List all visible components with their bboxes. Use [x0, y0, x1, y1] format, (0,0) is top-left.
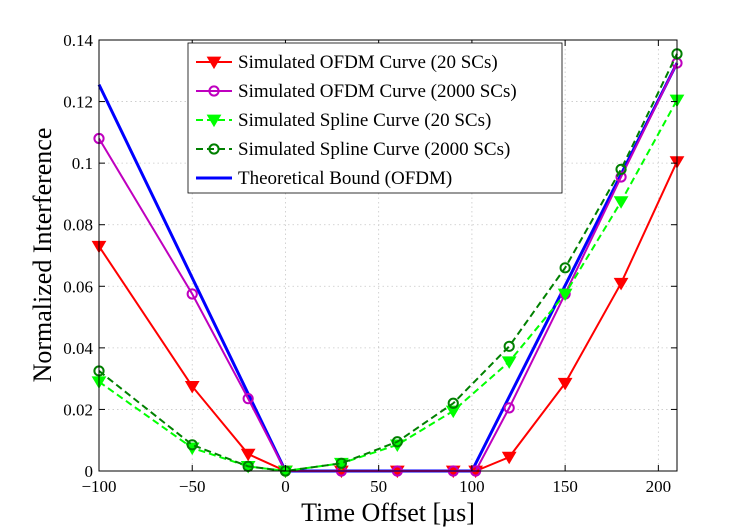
x-tick-label: 200	[646, 477, 672, 496]
y-tick-label: 0.02	[63, 400, 93, 419]
y-tick-label: 0.1	[72, 154, 93, 173]
legend: Simulated OFDM Curve (20 SCs) Simulated O…	[187, 42, 563, 194]
legend-entry: Simulated Spline Curve (2000 SCs)	[196, 139, 510, 160]
data-point	[242, 393, 254, 405]
x-tick-label: 150	[552, 477, 578, 496]
data-point	[240, 448, 256, 462]
data-point	[186, 439, 198, 451]
data-point	[615, 171, 627, 183]
data-point	[559, 262, 571, 274]
legend-swatch-marker	[206, 114, 222, 128]
legend-label: Simulated Spline Curve (2000 SCs)	[238, 139, 510, 160]
data-point	[335, 457, 347, 469]
y-axis-label: Normalized Interference	[28, 128, 57, 383]
legend-swatch-marker	[208, 143, 220, 155]
legend-swatch-marker	[206, 56, 222, 70]
x-tick-label: 0	[281, 477, 290, 496]
data-point	[613, 196, 629, 209]
legend-label: Theoretical Bound (OFDM)	[238, 168, 452, 189]
x-tick-label: −50	[179, 477, 206, 496]
series-line	[98, 53, 678, 473]
legend-entry: Simulated OFDM Curve (20 SCs)	[196, 52, 498, 73]
data-point	[613, 277, 629, 291]
legend-label: Simulated OFDM Curve (2000 SCs)	[238, 81, 517, 102]
x-axis-label: Time Offset [µs]	[301, 498, 475, 527]
legend-box	[187, 42, 563, 194]
data-point	[447, 397, 459, 409]
legend-entry: Simulated Spline Curve (20 SCs)	[196, 110, 491, 131]
data-point	[557, 288, 573, 302]
legend-label: Simulated Spline Curve (20 SCs)	[238, 110, 491, 131]
data-point	[184, 380, 200, 394]
data-point	[503, 340, 515, 352]
y-tick-labels: 0 0.02 0.04 0.06 0.08 0.1 0.12 0.14	[63, 31, 93, 481]
y-tick-label: 0	[85, 462, 94, 481]
data-point	[445, 405, 461, 419]
y-tick-label: 0.06	[63, 277, 93, 296]
y-tick-label: 0.14	[63, 31, 93, 50]
data-point	[501, 356, 517, 369]
legend-label: Simulated OFDM Curve (20 SCs)	[238, 52, 498, 73]
x-tick-label: 50	[370, 477, 387, 496]
y-tick-label: 0.08	[63, 216, 93, 235]
y-tick-label: 0.04	[63, 339, 93, 358]
x-tick-label: 100	[459, 477, 485, 496]
x-tick-labels: −100 −50 0 50 100 150 200	[81, 477, 671, 496]
x-tick-label: −100	[81, 477, 116, 496]
legend-entry: Simulated OFDM Curve (2000 SCs)	[196, 81, 517, 102]
data-point	[615, 163, 627, 175]
data-point	[501, 451, 517, 465]
y-tick-label: 0.12	[63, 93, 93, 112]
series-line	[98, 99, 678, 473]
legend-entry: Theoretical Bound (OFDM)	[196, 168, 452, 189]
data-point	[557, 377, 573, 391]
legend-swatch-marker	[208, 85, 220, 97]
data-point	[391, 436, 403, 448]
data-point	[186, 288, 198, 300]
plot-frame	[98, 39, 678, 472]
data-point	[503, 402, 515, 414]
